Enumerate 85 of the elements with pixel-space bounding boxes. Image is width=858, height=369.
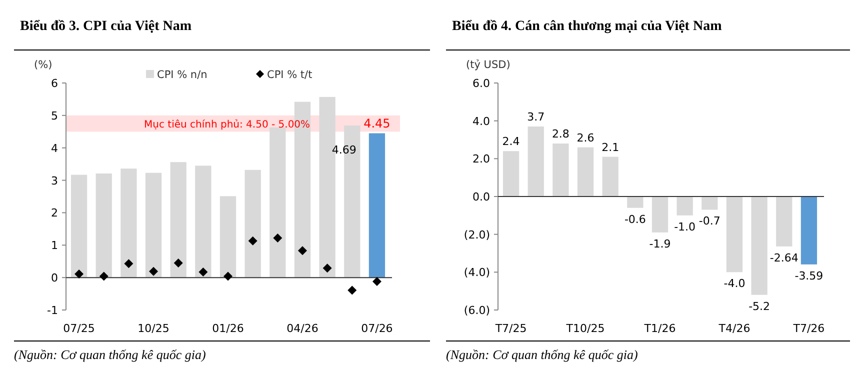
point [322, 264, 332, 273]
bar [270, 127, 286, 278]
data-label: 4.69 [332, 143, 356, 156]
bar [602, 156, 618, 196]
bar [528, 126, 544, 196]
bar [627, 196, 644, 208]
point [99, 272, 108, 281]
bar [368, 133, 386, 278]
point [74, 270, 84, 279]
y-tick-label: 6 [51, 77, 58, 90]
data-label: 2.4 [502, 135, 520, 148]
x-tick-label: 07/25 [63, 322, 95, 335]
x-tick-label: 07/26 [361, 322, 393, 335]
point [149, 266, 158, 276]
y-tick-label: 6.0 [472, 77, 490, 90]
y-tick-label: -1 [47, 304, 58, 317]
point [198, 268, 208, 277]
y-tick-label: 0 [51, 272, 58, 285]
bar [220, 196, 236, 278]
bar [70, 174, 88, 278]
x-tick-label: T7/26 [792, 322, 825, 335]
x-tick-label: T4/26 [718, 322, 750, 335]
data-label: 2.8 [552, 128, 570, 141]
bar [96, 173, 112, 278]
y-tick-label: (6.0) [464, 304, 490, 317]
y-tick-label: (2.0) [464, 228, 490, 242]
data-label: -2.64 [770, 251, 798, 264]
bar [776, 196, 792, 246]
bar [120, 168, 137, 278]
bar [702, 196, 718, 210]
point [348, 286, 357, 295]
y-tick-label: 1 [51, 239, 58, 252]
point [248, 236, 258, 246]
x-tick-label: 04/26 [286, 322, 318, 335]
x-tick-label: 10/25 [138, 322, 170, 335]
y-tick-label: 4 [51, 142, 58, 155]
x-tick-label: T7/25 [494, 322, 527, 335]
data-label: -0.6 [624, 212, 646, 226]
bar [577, 147, 594, 196]
y-tick-label: 0.0 [472, 190, 490, 204]
data-label: -1.9 [649, 237, 671, 250]
data-label: 2.1 [602, 140, 620, 154]
chart-title: Biểu đồ 3. CPI của Việt Nam [20, 19, 192, 34]
y-tick-label: 2 [51, 206, 58, 220]
data-label: -1.0 [674, 220, 696, 234]
y-tick-label: 5 [51, 109, 58, 122]
text: (Nguồn: Cơ quan thống kê quốc gia) [14, 347, 206, 362]
data-label: -0.7 [698, 214, 720, 228]
data-label: -5.2 [748, 300, 770, 313]
data-label: 4.45 [364, 116, 390, 130]
bar [751, 196, 768, 295]
bar [195, 166, 212, 278]
bar [726, 196, 743, 272]
bar [552, 144, 569, 196]
point [273, 234, 282, 243]
bar [502, 151, 520, 196]
y-axis-title: (%) [34, 59, 52, 71]
point [224, 272, 232, 281]
bar [676, 196, 693, 216]
x-tick-label: 01/26 [212, 322, 244, 335]
y-tick-label: 3 [51, 174, 58, 188]
text: (Nguồn: Cơ quan thống kê quốc gia) [446, 347, 638, 362]
x-tick-label: T10/25 [565, 322, 605, 335]
bar [145, 172, 162, 278]
y-tick-label: (4.0) [464, 266, 490, 280]
chart-title: Biểu đồ 4. Cán cân thương mại của Việt Nam [452, 19, 722, 34]
bar [244, 170, 261, 278]
data-label: -3.59 [794, 269, 824, 282]
data-label: -4.0 [724, 277, 746, 290]
legend-label: CPI % t/t [267, 69, 312, 81]
point [298, 246, 307, 256]
y-axis-title: (tỷ USD) [466, 59, 510, 71]
legend-label: CPI % n/n [157, 69, 208, 81]
point [174, 258, 183, 268]
bar [652, 196, 668, 232]
data-label: 3.7 [527, 110, 545, 124]
data-label: 2.6 [576, 131, 594, 144]
bar [170, 162, 186, 278]
x-tick-label: T1/26 [643, 322, 676, 335]
y-tick-label: 2.0 [472, 152, 490, 166]
point [372, 276, 382, 286]
y-tick-label: 4.0 [472, 114, 490, 128]
bar [800, 196, 818, 264]
point [124, 259, 134, 268]
band-label: Mục tiêu chính phủ: 4.50 - 5.00% [144, 118, 310, 131]
